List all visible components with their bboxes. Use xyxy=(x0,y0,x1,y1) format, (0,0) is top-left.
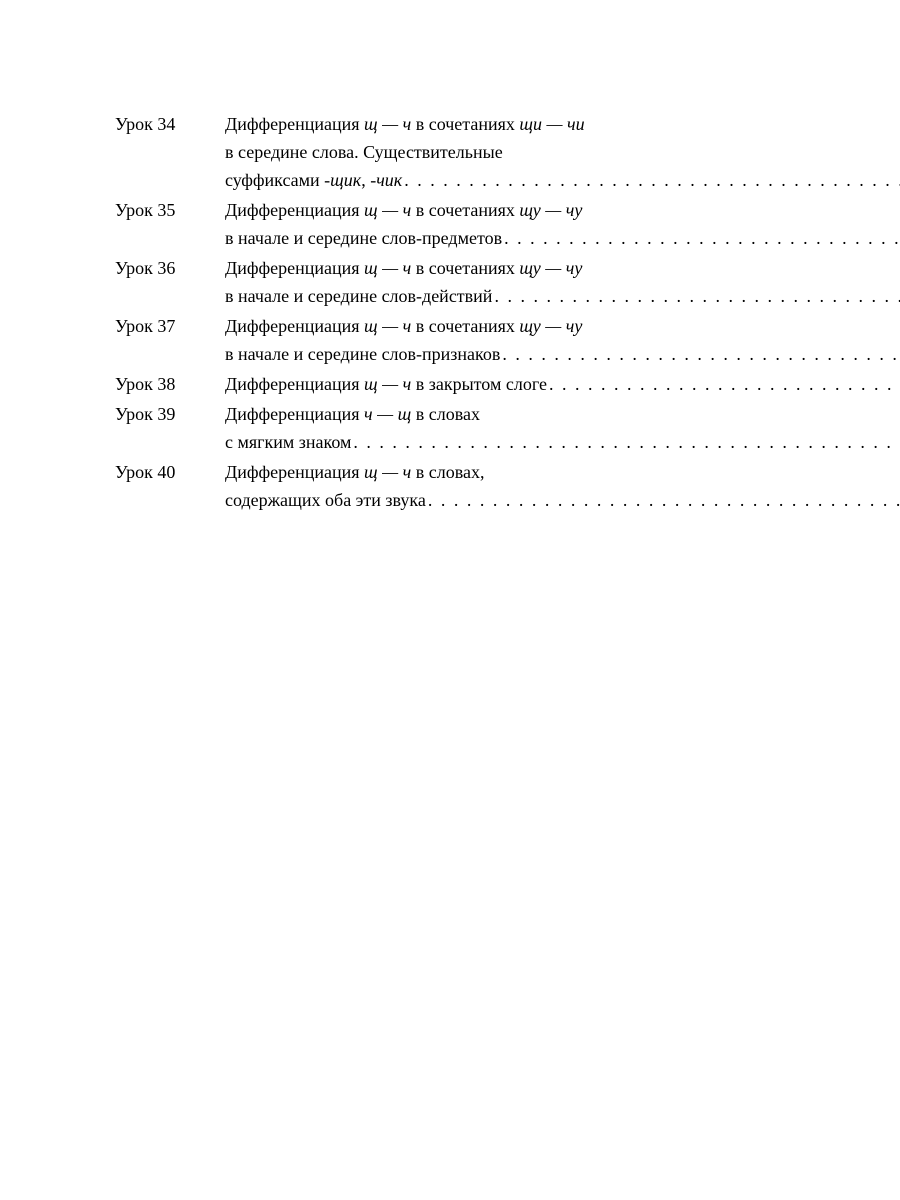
toc-line: с мягким знаком96 xyxy=(225,428,900,456)
lesson-body: Дифференциация щ — ч в словах,содержащих… xyxy=(225,458,900,514)
dot-leaders xyxy=(502,340,900,368)
toc-entry: Урок 39Дифференциация ч — щ в словахс мя… xyxy=(115,400,785,456)
toc-line: суффиксами -щик, -чик82 xyxy=(225,166,900,194)
toc-page: Урок 34Дифференциация щ — ч в сочетаниях… xyxy=(0,0,900,1200)
lesson-label: Урок 36 xyxy=(115,254,225,282)
toc-list: Урок 34Дифференциация щ — ч в сочетаниях… xyxy=(115,110,785,514)
toc-entry: Урок 38Дифференциация щ — ч в закрытом с… xyxy=(115,370,785,398)
dot-leaders xyxy=(404,166,900,194)
lesson-label: Урок 40 xyxy=(115,458,225,486)
lesson-label: Урок 39 xyxy=(115,400,225,428)
lesson-label: Урок 38 xyxy=(115,370,225,398)
lesson-body: Дифференциация щ — ч в закрытом слоге92 xyxy=(225,370,900,398)
toc-text: суффиксами -щик, -чик xyxy=(225,166,402,194)
toc-text: Дифференциация щ — ч в закрытом слоге xyxy=(225,370,547,398)
toc-line: в начале и середине слов-предметов87 xyxy=(225,224,900,252)
toc-entry: Урок 40Дифференциация щ — ч в словах,сод… xyxy=(115,458,785,514)
toc-entry: Урок 34Дифференциация щ — ч в сочетаниях… xyxy=(115,110,785,194)
lesson-label: Урок 37 xyxy=(115,312,225,340)
toc-line: Дифференциация щ — ч в закрытом слоге92 xyxy=(225,370,900,398)
toc-line: Дифференциация ч — щ в словах xyxy=(225,400,900,428)
toc-text: содержащих оба эти звука xyxy=(225,486,426,514)
toc-text: в начале и середине слов-предметов xyxy=(225,224,502,252)
toc-entry: Урок 35Дифференциация щ — ч в сочетаниях… xyxy=(115,196,785,252)
lesson-body: Дифференциация щ — ч в сочетаниях щу — ч… xyxy=(225,196,900,252)
toc-line: содержащих оба эти звука102 xyxy=(225,486,900,514)
lesson-body: Дифференциация щ — ч в сочетаниях щи — ч… xyxy=(225,110,900,194)
toc-line: в середине слова. Существительные xyxy=(225,138,900,166)
toc-entry: Урок 37Дифференциация щ — ч в сочетаниях… xyxy=(115,312,785,368)
toc-text: в начале и середине слов-действий xyxy=(225,282,492,310)
lesson-body: Дифференциация ч — щ в словахс мягким зн… xyxy=(225,400,900,456)
lesson-label: Урок 34 xyxy=(115,110,225,138)
dot-leaders xyxy=(494,282,900,310)
lesson-label: Урок 35 xyxy=(115,196,225,224)
lesson-body: Дифференциация щ — ч в сочетаниях щу — ч… xyxy=(225,312,900,368)
toc-entry: Урок 36Дифференциация щ — ч в сочетаниях… xyxy=(115,254,785,310)
toc-line: Дифференциация щ — ч в сочетаниях щу — ч… xyxy=(225,254,900,282)
toc-text: в начале и середине слов-признаков xyxy=(225,340,500,368)
toc-line: Дифференциация щ — ч в сочетаниях щу — ч… xyxy=(225,196,900,224)
toc-text: с мягким знаком xyxy=(225,428,351,456)
dot-leaders xyxy=(504,224,900,252)
toc-line: Дифференциация щ — ч в словах, xyxy=(225,458,900,486)
toc-line: в начале и середине слов-признаков91 xyxy=(225,340,900,368)
lesson-body: Дифференциация щ — ч в сочетаниях щу — ч… xyxy=(225,254,900,310)
dot-leaders xyxy=(353,428,900,456)
toc-line: в начале и середине слов-действий89 xyxy=(225,282,900,310)
dot-leaders xyxy=(428,486,900,514)
toc-line: Дифференциация щ — ч в сочетаниях щу — ч… xyxy=(225,312,900,340)
dot-leaders xyxy=(549,370,900,398)
toc-line: Дифференциация щ — ч в сочетаниях щи — ч… xyxy=(225,110,900,138)
